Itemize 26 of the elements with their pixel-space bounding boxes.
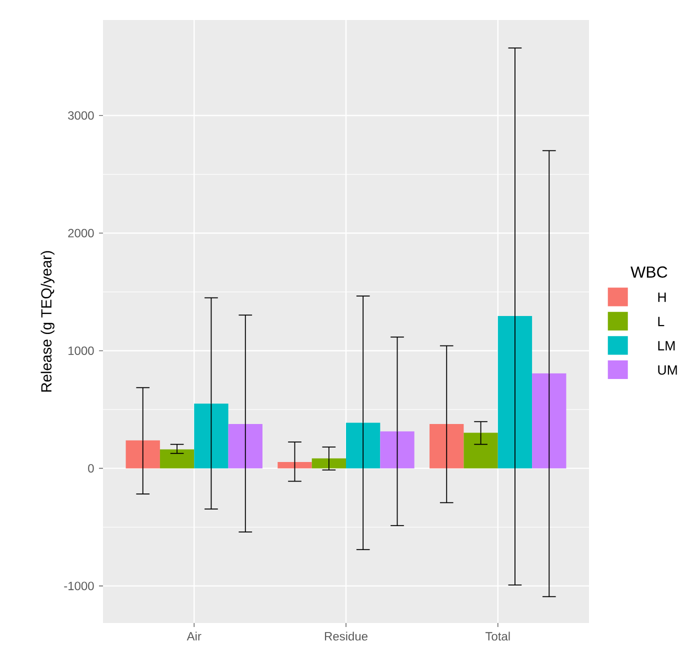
bar (464, 432, 498, 468)
legend-title: WBC (630, 266, 668, 278)
bar (278, 462, 312, 468)
legend-label: H (658, 292, 666, 302)
bar (430, 424, 464, 468)
bar (228, 424, 262, 468)
y-tick-label: 0 (88, 464, 94, 473)
y-axis-title: Release (g TEQ/year) (40, 251, 54, 392)
y-tick-label: -1000 (64, 582, 94, 590)
legend-label: UM (658, 365, 677, 375)
x-tick-label: Air (186, 632, 202, 640)
legend-label: L (658, 316, 664, 326)
y-tick-label: 1000 (68, 346, 94, 355)
x-tick-label: Total (485, 632, 510, 641)
bar (532, 373, 566, 468)
bar (346, 422, 380, 468)
y-tick-label: 3000 (68, 111, 94, 120)
bar (126, 440, 160, 468)
bar (160, 449, 194, 468)
x-tick-label: Residue (324, 632, 368, 641)
bar (498, 316, 532, 468)
bar (312, 458, 346, 468)
bar (380, 431, 414, 468)
y-tick-label: 2000 (68, 228, 94, 238)
bar (194, 404, 228, 468)
legend-label: LM (658, 341, 675, 350)
